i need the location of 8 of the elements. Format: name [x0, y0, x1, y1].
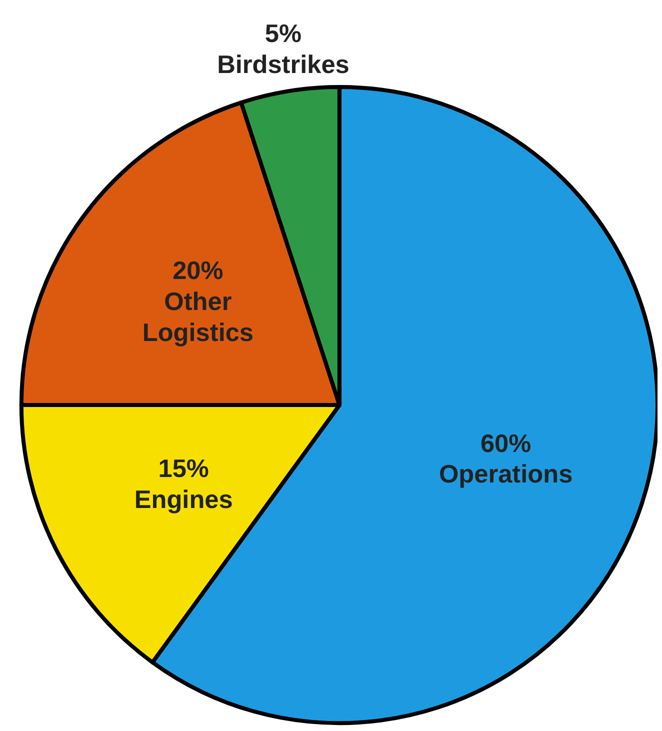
- data-label: 60%: [480, 430, 532, 458]
- slice-label: Birdstrikes: [217, 50, 350, 79]
- data-label: 20%: [172, 257, 224, 286]
- data-label: 5%: [264, 20, 302, 48]
- slice-label: Engines: [134, 486, 233, 514]
- slice-label: Other Logistics: [142, 288, 254, 347]
- slice-label: Operations: [438, 460, 573, 489]
- data-label: 15%: [158, 455, 209, 484]
